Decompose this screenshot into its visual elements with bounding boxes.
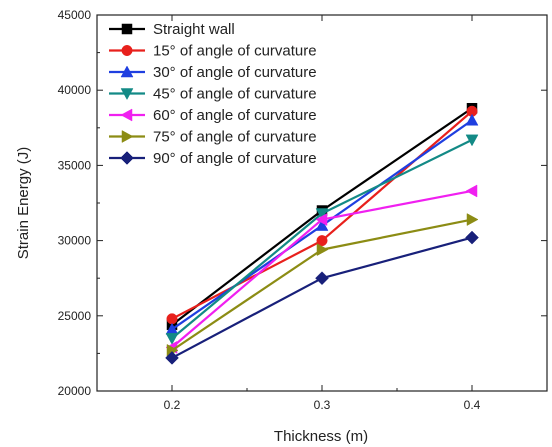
legend-label: Straight wall <box>153 21 235 38</box>
legend-label: 60° of angle of curvature <box>153 107 317 124</box>
legend-item: 75° of angle of curvature <box>109 129 317 146</box>
y-axis: 20000 25000 30000 35000 40000 45000 <box>58 8 547 398</box>
legend-label: 30° of angle of curvature <box>153 64 317 81</box>
data-point <box>315 208 329 221</box>
y-tick-label: 30000 <box>58 234 92 248</box>
legend: Straight wall 15° of angle of curvature 30… <box>109 21 317 167</box>
legend-item: 45° of angle of curvature <box>109 86 317 103</box>
data-point <box>315 271 329 286</box>
data-point <box>315 213 328 226</box>
y-tick-label: 20000 <box>58 384 92 398</box>
legend-label: 15° of angle of curvature <box>153 43 317 60</box>
legend-item: 90° of angle of curvature <box>109 150 317 167</box>
series-3 <box>165 134 479 345</box>
legend-marker <box>121 45 133 56</box>
x-axis-title: Thickness (m) <box>274 428 368 445</box>
y-tick-label: 35000 <box>58 158 92 172</box>
x-tick-label: 0.3 <box>314 398 331 412</box>
y-tick-label: 25000 <box>58 309 92 323</box>
data-point <box>465 113 479 126</box>
data-point <box>316 243 329 257</box>
y-tick-label: 45000 <box>58 8 92 22</box>
legend-item: Straight wall <box>109 21 235 38</box>
series-5 <box>166 213 479 357</box>
data-point <box>465 230 479 245</box>
x-axis: 0.2 0.3 0.4 <box>164 15 481 412</box>
data-point <box>316 235 328 247</box>
series-2 <box>165 113 479 335</box>
legend-item: 30° of angle of curvature <box>109 64 317 81</box>
data-point <box>165 351 179 365</box>
legend-marker <box>121 130 134 143</box>
data-point <box>465 184 478 198</box>
legend-marker <box>120 65 134 78</box>
data-point <box>165 333 179 345</box>
legend-label: 45° of angle of curvature <box>153 86 317 103</box>
legend-marker <box>120 151 134 165</box>
series-layer <box>165 102 479 365</box>
legend-marker <box>121 23 133 35</box>
y-axis-title: Strain Energy (J) <box>15 147 32 260</box>
legend-label: 90° of angle of curvature <box>153 150 317 167</box>
legend-marker <box>120 88 134 101</box>
y-tick-label: 40000 <box>58 83 92 97</box>
data-point <box>466 213 479 226</box>
x-tick-label: 0.4 <box>464 398 481 412</box>
data-point <box>465 134 479 147</box>
legend-item: 15° of angle of curvature <box>109 43 317 60</box>
data-point <box>166 313 178 325</box>
legend-marker <box>120 108 133 122</box>
series-6 <box>165 230 479 365</box>
x-tick-label: 0.2 <box>164 398 181 412</box>
legend-label: 75° of angle of curvature <box>153 129 317 146</box>
data-point <box>315 219 329 231</box>
legend-item: 60° of angle of curvature <box>109 107 317 124</box>
